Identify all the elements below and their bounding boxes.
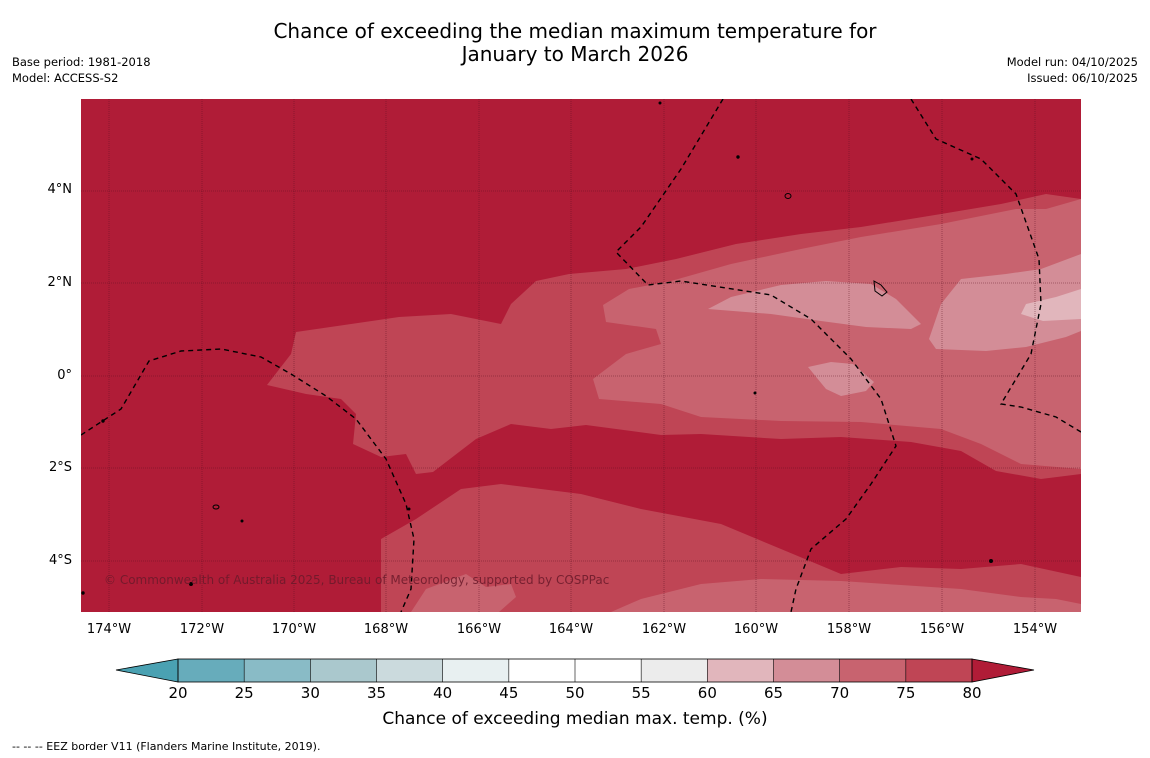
colorbar-segment bbox=[376, 659, 444, 682]
info-right: Model run: 04/10/2025 Issued: 06/10/2025 bbox=[1007, 54, 1138, 86]
colorbar-tick-label: 60 bbox=[697, 684, 717, 702]
islands bbox=[81, 101, 993, 595]
lat-label-0: 0° bbox=[57, 368, 72, 383]
colorbar-frame bbox=[177, 658, 973, 683]
colorbar-tick-label: 40 bbox=[433, 684, 453, 702]
lon-label-170w: 170°W bbox=[271, 622, 317, 637]
colorbar-segment bbox=[310, 659, 377, 682]
lon-label-158w: 158°W bbox=[826, 622, 872, 637]
colorbar-under-arrow bbox=[115, 658, 179, 683]
info-left: Base period: 1981-2018 Model: ACCESS-S2 bbox=[12, 54, 151, 86]
colorbar bbox=[115, 658, 1035, 683]
colorbar-segment bbox=[442, 659, 510, 682]
colorbar-tick-label: 45 bbox=[499, 684, 519, 702]
copyright-text: © Commonwealth of Australia 2025, Bureau… bbox=[104, 573, 609, 587]
colorbar-tick-label: 25 bbox=[234, 684, 254, 702]
band-70-75-south bbox=[611, 579, 1081, 612]
colorbar-tick-label: 75 bbox=[896, 684, 916, 702]
colorbar-tick-label: 80 bbox=[962, 684, 982, 702]
band-70-75 bbox=[593, 199, 1081, 469]
forecast-map: © Commonwealth of Australia 2025, Bureau… bbox=[81, 99, 1081, 612]
colorbar-tick-label: 55 bbox=[631, 684, 651, 702]
colorbar-segment bbox=[178, 659, 245, 682]
lon-label-164w: 164°W bbox=[548, 622, 594, 637]
colorbar-segment bbox=[839, 659, 907, 682]
model-name: Model: ACCESS-S2 bbox=[12, 71, 119, 85]
colorbar-segment bbox=[508, 659, 576, 682]
band-70-75-sw bbox=[411, 574, 516, 612]
colorbar-title: Chance of exceeding median max. temp. (%… bbox=[382, 709, 768, 729]
lat-label-2n: 2°N bbox=[47, 275, 73, 290]
band-65-70-mid bbox=[708, 281, 921, 329]
issued-date: Issued: 06/10/2025 bbox=[1027, 71, 1138, 85]
lon-label-156w: 156°W bbox=[919, 622, 965, 637]
colorbar-segments bbox=[178, 659, 973, 682]
colorbar-over-arrow bbox=[971, 658, 1035, 683]
band-65-70-east bbox=[929, 254, 1081, 351]
band-60-65-east bbox=[1021, 289, 1081, 321]
lon-label-172w: 172°W bbox=[179, 622, 225, 637]
band-65-70-small bbox=[808, 362, 874, 396]
base-period: Base period: 1981-2018 bbox=[12, 55, 151, 69]
colorbar-segment bbox=[707, 659, 774, 682]
model-run: Model run: 04/10/2025 bbox=[1006, 55, 1138, 69]
lat-label-4n: 4°N bbox=[47, 182, 73, 197]
colorbar-segment bbox=[244, 659, 311, 682]
lon-label-166w: 166°W bbox=[456, 622, 502, 637]
title-line-2: January to March 2026 bbox=[461, 42, 689, 66]
colorbar-tick-label: 35 bbox=[366, 684, 387, 702]
lon-label-174w: 174°W bbox=[86, 622, 132, 637]
colorbar-tick-label: 50 bbox=[565, 684, 585, 702]
colorbar-segment bbox=[641, 659, 708, 682]
colorbar-tick-label: 65 bbox=[763, 684, 784, 702]
colorbar-tick-label: 30 bbox=[300, 684, 320, 702]
title-line-1: Chance of exceeding the median maximum t… bbox=[273, 19, 877, 43]
eez-borders bbox=[81, 99, 1081, 612]
lat-label-2s: 2°S bbox=[48, 460, 72, 475]
lat-label-4s: 4°S bbox=[48, 553, 72, 568]
colorbar-segment bbox=[905, 659, 973, 682]
eez-footnote: -- -- -- EEZ border V11 (Flanders Marine… bbox=[12, 740, 321, 753]
colorbar-segment bbox=[773, 659, 841, 682]
colorbar-segment bbox=[575, 659, 642, 682]
lon-label-168w: 168°W bbox=[363, 622, 409, 637]
lon-label-154w: 154°W bbox=[1012, 622, 1058, 637]
lon-label-160w: 160°W bbox=[733, 622, 779, 637]
band-75-80-south bbox=[381, 484, 1081, 612]
colorbar-tick-label: 20 bbox=[168, 684, 188, 702]
colorbar-tick-label: 70 bbox=[830, 684, 850, 702]
graticule bbox=[81, 99, 1081, 612]
lon-label-162w: 162°W bbox=[641, 622, 687, 637]
